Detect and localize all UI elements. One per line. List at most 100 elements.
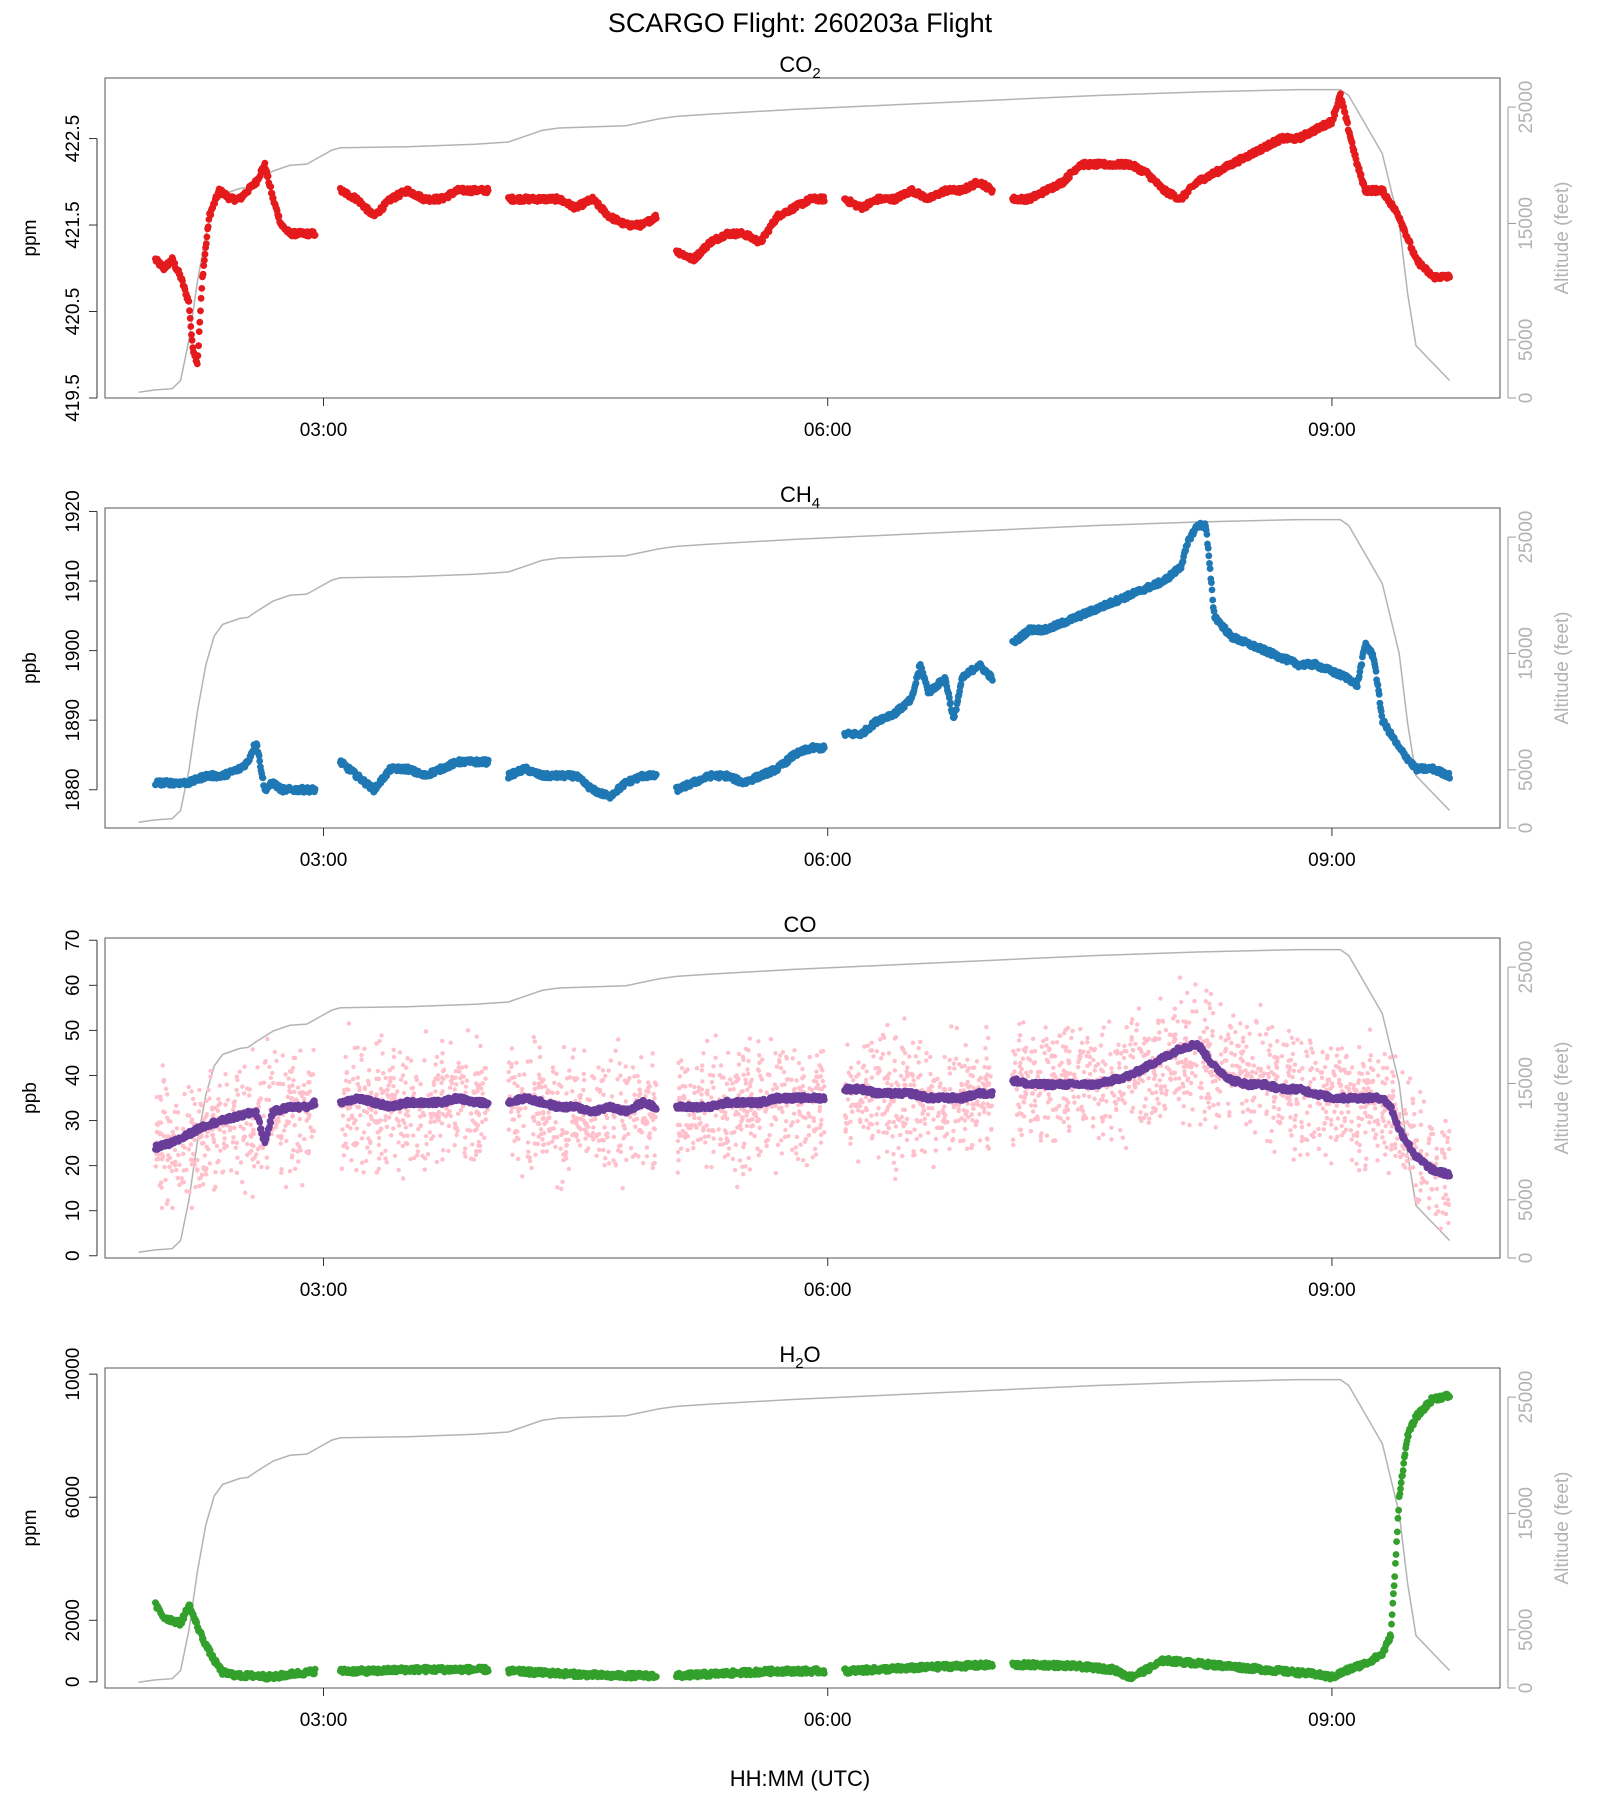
raw-point: [613, 1161, 618, 1167]
raw-point: [308, 1125, 313, 1130]
raw-point: [646, 1085, 651, 1090]
raw-point: [204, 1172, 209, 1177]
raw-point: [479, 1086, 484, 1091]
raw-point: [232, 1099, 237, 1104]
raw-point: [234, 1170, 240, 1176]
raw-point: [611, 1134, 617, 1140]
raw-point: [570, 1132, 575, 1138]
data-point: [264, 172, 272, 180]
plot-area: [138, 948, 1453, 1253]
raw-point: [346, 1087, 351, 1093]
data-point: [195, 328, 203, 335]
raw-point: [429, 1115, 434, 1120]
raw-point: [287, 1169, 293, 1174]
raw-point: [343, 1078, 349, 1083]
raw-point: [576, 1124, 581, 1130]
data-point: [947, 699, 954, 707]
raw-point: [379, 1033, 384, 1038]
raw-point: [585, 1097, 590, 1102]
raw-point: [243, 1190, 248, 1196]
raw-point: [165, 1198, 170, 1203]
raw-point: [396, 1140, 401, 1145]
raw-point: [459, 1065, 465, 1070]
raw-point: [383, 1148, 388, 1154]
raw-point: [287, 1088, 292, 1094]
data-point: [197, 307, 204, 315]
raw-point: [456, 1065, 461, 1070]
raw-point: [409, 1086, 414, 1091]
raw-point: [341, 1153, 347, 1158]
raw-point: [182, 1145, 187, 1150]
raw-point: [374, 1120, 379, 1126]
raw-point: [418, 1081, 423, 1087]
data-point: [188, 336, 196, 344]
raw-point: [639, 1055, 644, 1060]
raw-point: [423, 1134, 429, 1139]
raw-point: [480, 1081, 485, 1086]
raw-point: [385, 1087, 390, 1092]
raw-point: [537, 1076, 543, 1081]
y2-tick-label: 15000: [1516, 197, 1537, 250]
raw-point: [383, 1075, 388, 1081]
raw-point: [634, 1116, 640, 1122]
raw-point: [176, 1152, 181, 1158]
raw-point: [380, 1090, 385, 1096]
raw-point: [184, 1167, 189, 1173]
raw-point: [473, 1152, 479, 1158]
raw-point: [261, 1113, 266, 1119]
raw-point: [618, 1073, 623, 1078]
data-point: [484, 187, 492, 194]
raw-point: [378, 1086, 384, 1092]
raw-point: [482, 1135, 487, 1141]
raw-point: [230, 1140, 236, 1145]
raw-point: [433, 1076, 438, 1081]
raw-point: [283, 1072, 288, 1077]
raw-point: [377, 1039, 382, 1044]
raw-point: [379, 1151, 384, 1157]
raw-point: [546, 1110, 551, 1115]
panel-title-main: CH: [780, 482, 812, 507]
raw-point: [616, 1144, 622, 1149]
raw-point: [359, 1057, 364, 1063]
y-tick-label: 1890: [63, 699, 84, 741]
raw-point: [233, 1145, 238, 1151]
raw-point: [288, 1069, 293, 1074]
data-point: [202, 240, 210, 248]
raw-point: [258, 1081, 263, 1086]
raw-point: [158, 1097, 164, 1102]
raw-point: [640, 1120, 645, 1125]
raw-point: [475, 1089, 480, 1094]
raw-point: [389, 1092, 395, 1098]
panel-title: CH4: [780, 482, 820, 512]
raw-point: [186, 1084, 191, 1090]
raw-point: [263, 1059, 268, 1064]
raw-point: [515, 1106, 521, 1111]
raw-point: [290, 1083, 295, 1088]
raw-point: [198, 1133, 203, 1139]
raw-point: [356, 1104, 361, 1110]
raw-point: [208, 1068, 213, 1074]
raw-point: [651, 1126, 657, 1131]
raw-point: [391, 1084, 396, 1089]
raw-point: [453, 1069, 458, 1074]
raw-point: [566, 1166, 571, 1172]
raw-point: [458, 1108, 464, 1113]
raw-point: [408, 1157, 413, 1162]
raw-point: [292, 1089, 297, 1095]
data-point: [204, 223, 212, 231]
raw-point: [452, 1087, 457, 1092]
raw-point: [394, 1116, 399, 1122]
raw-point: [508, 1109, 514, 1115]
raw-point: [606, 1149, 611, 1155]
raw-point: [300, 1183, 305, 1188]
raw-point: [564, 1091, 569, 1096]
data-point: [1372, 667, 1380, 675]
raw-point: [403, 1141, 409, 1146]
raw-point: [368, 1113, 374, 1119]
y-tick-label: 421.5: [63, 201, 84, 249]
raw-point: [616, 1037, 621, 1042]
raw-point: [197, 1183, 202, 1189]
raw-point: [157, 1130, 162, 1135]
segment-5: [841, 660, 996, 740]
